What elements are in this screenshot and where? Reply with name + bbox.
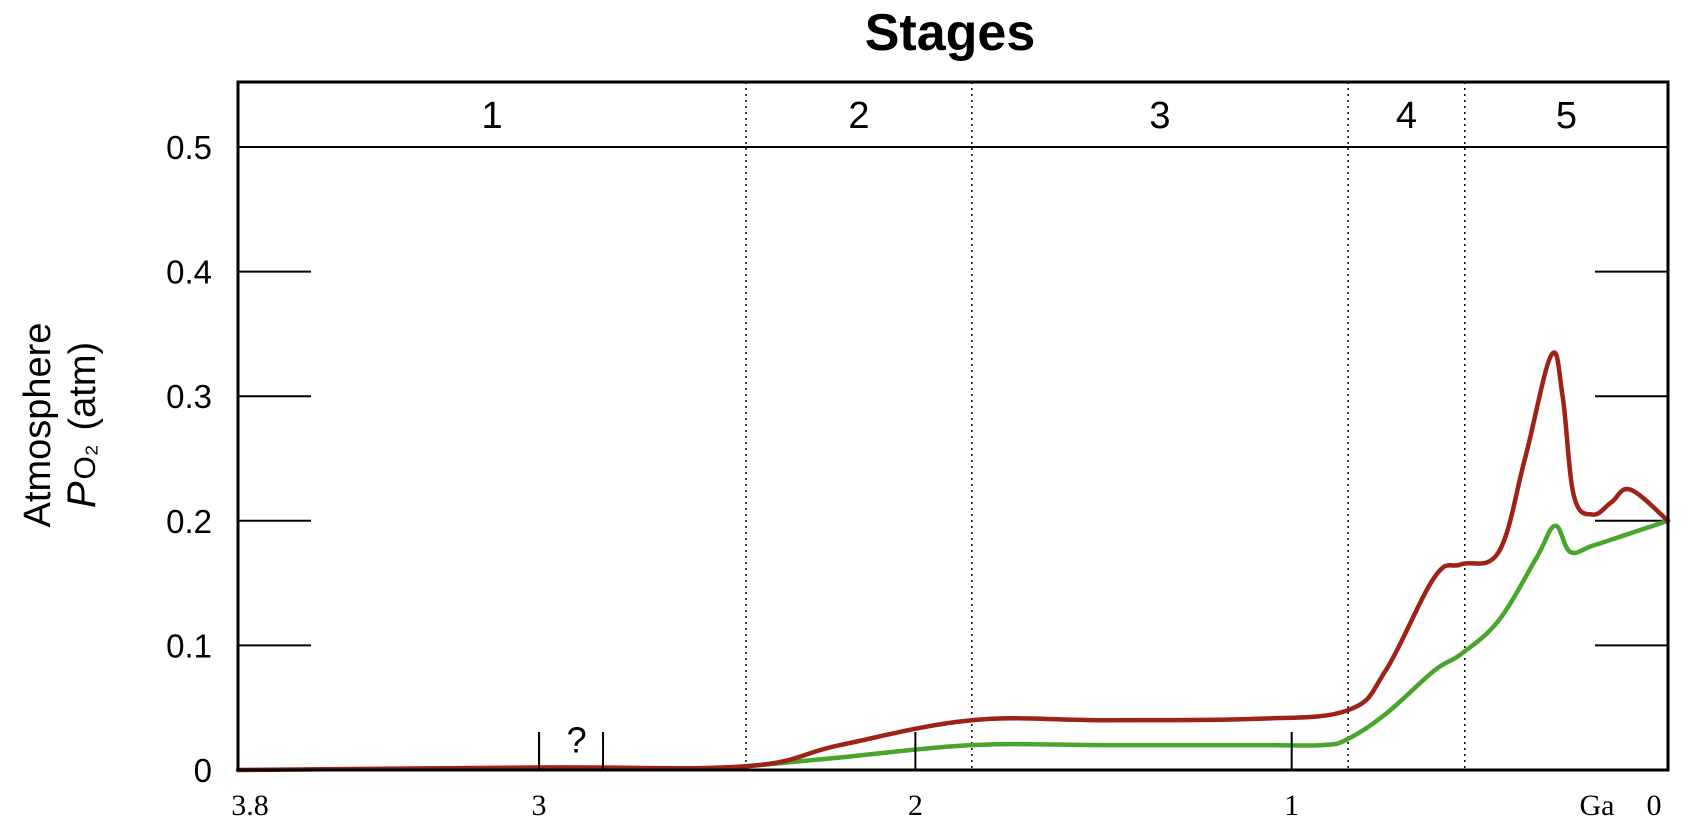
plot-frame	[236, 80, 1670, 772]
x-tick-label: 3.8	[231, 789, 269, 822]
x-tick-label: 1	[1284, 789, 1299, 822]
y-axis-label-line2: PO₂ (atm)	[60, 342, 104, 508]
y-axis-label-line1: Atmosphere	[17, 323, 59, 528]
y-axis-label-sub: O₂	[69, 444, 102, 479]
axis-layer: 0 0.1 0.2 0.3 0.4 0.5 3.8 3 2 1 0	[166, 80, 1670, 822]
series-line-green	[743, 518, 1671, 769]
y-axis-label: Atmosphere PO₂ (atm)	[17, 323, 104, 528]
stage-label: 4	[1396, 95, 1417, 137]
y-tick-label: 0.1	[166, 627, 212, 664]
x-tick-label: 3	[532, 789, 547, 822]
stage-label: 5	[1556, 95, 1577, 137]
series-line-red	[235, 350, 1671, 773]
stage-label: 1	[481, 95, 502, 137]
stage-label: 2	[848, 95, 869, 137]
y-tick-label: 0.4	[166, 254, 212, 291]
y-tick-label: 0.3	[166, 378, 212, 415]
stage-label: 3	[1149, 95, 1170, 137]
x-tick-label: 0	[1647, 789, 1662, 822]
chart-title: Stages	[865, 4, 1036, 62]
series-layer	[235, 350, 1671, 773]
stage-layer: 1 2 3 4 5	[238, 82, 1668, 770]
y-tick-label: 0	[194, 752, 212, 789]
y-axis-label-p: P	[60, 481, 104, 508]
y-tick-label: 0.5	[166, 129, 212, 166]
y-tick-label: 0.2	[166, 503, 212, 540]
x-tick-label: 2	[908, 789, 923, 822]
x-unit-label: Ga	[1580, 789, 1615, 822]
y-axis-label-unit: (atm)	[62, 342, 104, 431]
grid-layer	[238, 270, 1668, 647]
question-mark-annotation: ?	[567, 720, 587, 761]
